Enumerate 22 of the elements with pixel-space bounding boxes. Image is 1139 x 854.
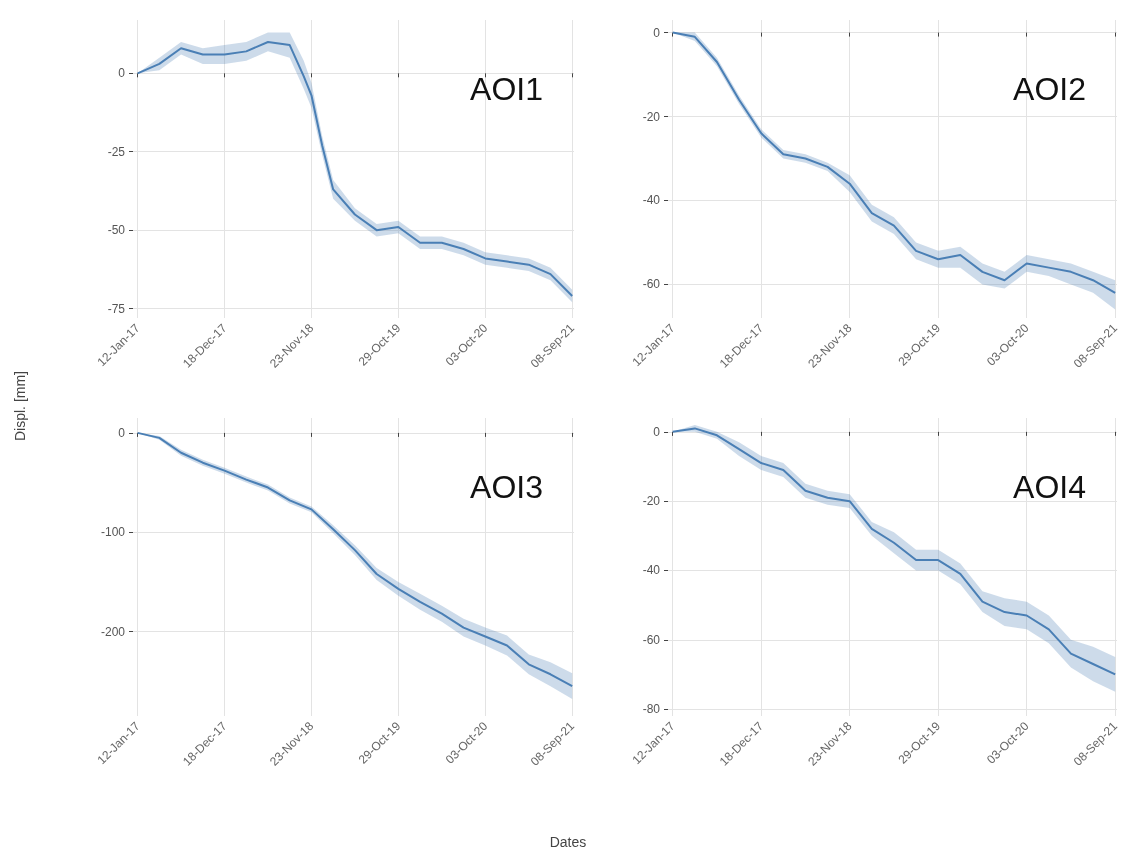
y-tick-label: 0 — [118, 425, 126, 440]
y-axis-title: Displ. [mm] — [12, 371, 28, 441]
y-tick-label: 0 — [653, 25, 661, 40]
y-tick-label: -20 — [642, 494, 661, 509]
y-tick-label: -75 — [107, 301, 126, 316]
text: AOI4 — [1013, 469, 1086, 505]
y-tick-label: -80 — [642, 702, 661, 717]
text: AOI3 — [470, 469, 543, 505]
y-tick-label: -100 — [100, 525, 126, 540]
y-tick-label: -50 — [107, 223, 126, 238]
y-tick-label: -60 — [642, 632, 661, 647]
y-tick-label: -40 — [642, 563, 661, 578]
x-axis-title: Dates — [549, 834, 587, 850]
y-tick-label: 0 — [118, 66, 126, 81]
y-tick-label: -200 — [100, 624, 126, 639]
y-tick-label: -40 — [642, 193, 661, 208]
text: AOI2 — [1013, 71, 1086, 107]
y-tick-label: -60 — [642, 277, 661, 292]
y-tick-label: -20 — [642, 109, 661, 124]
y-tick-label: -25 — [107, 144, 126, 159]
y-tick-label: 0 — [653, 424, 661, 439]
text: AOI1 — [470, 71, 543, 107]
